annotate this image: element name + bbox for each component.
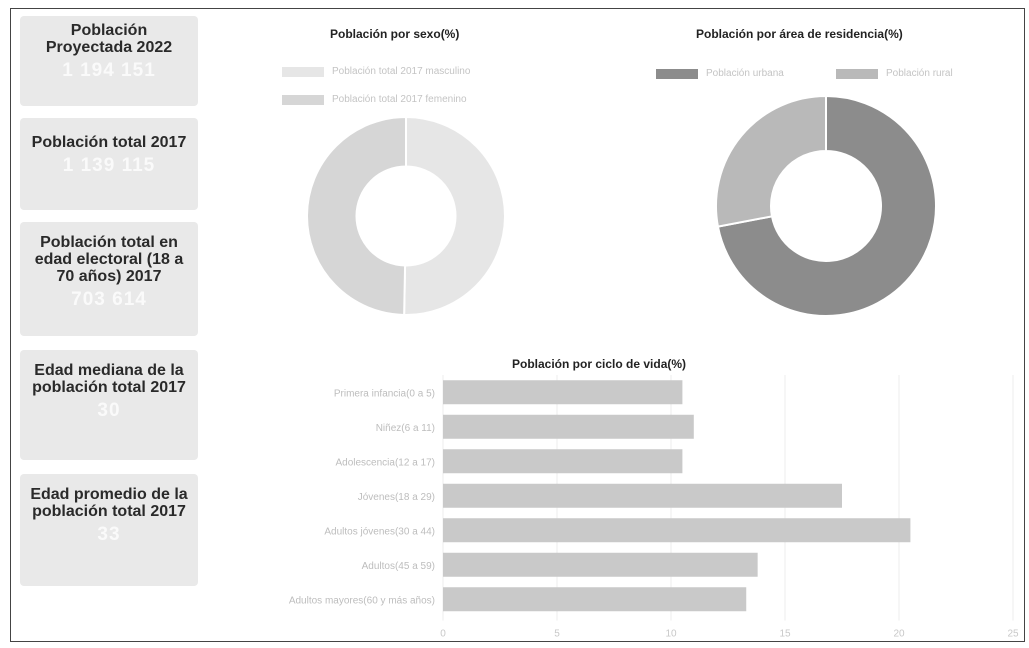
bar[interactable] — [443, 552, 758, 577]
legend-swatch — [282, 94, 324, 105]
bar[interactable] — [443, 449, 683, 474]
x-tick-label: 10 — [665, 629, 677, 640]
y-category-label: Adultos(45 a 59) — [362, 561, 435, 572]
card-value: 703 614 — [71, 289, 147, 310]
y-category-label: Adultos jóvenes(30 a 44) — [324, 526, 435, 537]
y-category-label: Primera infancia(0 a 5) — [334, 388, 435, 399]
legend-item-rural[interactable]: Población rural — [836, 68, 953, 79]
card-projected-population: Población Proyectada 2022 1 194 151 — [20, 16, 198, 106]
bar[interactable] — [443, 380, 683, 405]
card-label: Población Proyectada 2022 — [45, 22, 173, 56]
legend-swatch — [282, 66, 324, 77]
donut-chart-sex — [306, 115, 507, 317]
chart-title-residence: Población por área de residencia(%) — [696, 27, 903, 41]
y-category-label: Niñez(6 a 11) — [376, 423, 435, 434]
bar[interactable] — [443, 483, 842, 508]
bar[interactable] — [443, 414, 694, 439]
bar[interactable] — [443, 518, 911, 543]
legend-item-female[interactable]: Población total 2017 femenino — [282, 94, 467, 105]
card-value: 1 194 151 — [62, 60, 156, 81]
card-total-population: Población total 2017 1 139 115 — [20, 118, 198, 210]
legend-item-urban[interactable]: Población urbana — [656, 68, 784, 79]
x-tick-label: 15 — [779, 629, 791, 640]
chart-title-sex: Población por sexo(%) — [330, 27, 460, 41]
x-tick-label: 5 — [554, 629, 560, 640]
y-category-label: Adultos mayores(60 y más años) — [289, 595, 435, 606]
bar[interactable] — [443, 587, 747, 612]
donut-slice-0[interactable] — [403, 115, 507, 316]
card-value: 1 139 115 — [62, 155, 156, 176]
donut-slice-0[interactable] — [716, 94, 937, 317]
y-category-label: Jóvenes(18 a 29) — [358, 492, 435, 503]
legend-swatch — [836, 68, 878, 79]
card-value: 30 — [97, 400, 121, 421]
legend-swatch — [656, 68, 698, 79]
x-tick-label: 0 — [440, 629, 446, 640]
donut-slice-1[interactable] — [306, 115, 407, 317]
chart-title-life-cycle: Población por ciclo de vida(%) — [512, 357, 687, 371]
donut-slice-1[interactable] — [715, 94, 827, 228]
card-electoral-population: Población total en edad electoral (18 a … — [20, 222, 198, 336]
card-label: Edad mediana de la población total 2017 — [32, 362, 186, 396]
legend-label: Población total 2017 femenino — [332, 94, 467, 105]
x-tick-label: 20 — [893, 629, 905, 640]
legend-label: Población urbana — [706, 68, 784, 79]
donut-chart-residence — [715, 94, 937, 317]
x-tick-label: 25 — [1007, 629, 1019, 640]
legend-label: Población rural — [886, 68, 953, 79]
card-label: Edad promedio de la población total 2017 — [30, 486, 188, 520]
card-value: 33 — [97, 524, 121, 545]
card-median-age: Edad mediana de la población total 2017 … — [20, 350, 198, 460]
legend-label: Población total 2017 masculino — [332, 66, 471, 77]
bar-chart-life-cycle: 0 5 10 15 20 25 Primera infancia(0 a 5) Niñez(6… — [289, 375, 1019, 640]
y-category-label: Adolescencia(12 a 17) — [335, 457, 435, 468]
card-label: Población total 2017 — [31, 134, 187, 151]
legend-item-male[interactable]: Población total 2017 masculino — [282, 66, 470, 77]
card-label: Población total en edad electoral (18 a … — [34, 234, 184, 285]
card-average-age: Edad promedio de la población total 2017… — [20, 474, 198, 586]
